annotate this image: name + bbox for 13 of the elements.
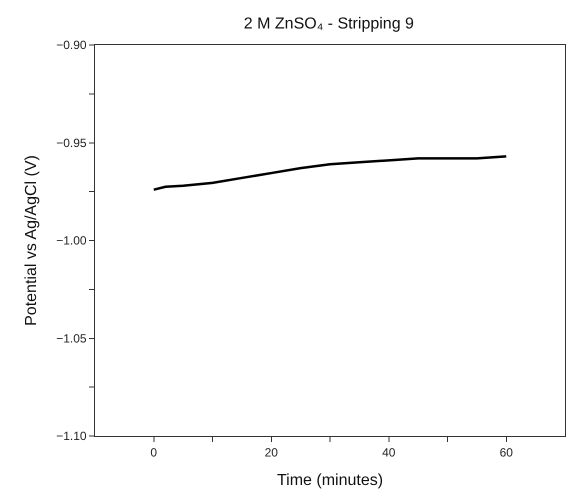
chart-title: 2 M ZnSO₄ - Stripping 9 — [244, 16, 414, 33]
line-series — [152, 155, 508, 191]
y-axis-title: Potential vs Ag/AgCl (V) — [23, 155, 40, 326]
y-tick-label: −0.95 — [56, 136, 87, 150]
x-tick-label: 60 — [500, 445, 514, 460]
x-axis-title: Time (minutes) — [276, 472, 384, 490]
x-tick-label: 0 — [150, 445, 158, 460]
y-tick-label: −1.05 — [56, 331, 87, 346]
x-tick-label: 20 — [264, 445, 278, 460]
y-tick-label: −1.10 — [56, 429, 87, 444]
x-tick-label: 40 — [382, 445, 396, 460]
y-tick-label: −1.00 — [56, 234, 87, 248]
y-tick-label: −0.90 — [56, 38, 87, 52]
